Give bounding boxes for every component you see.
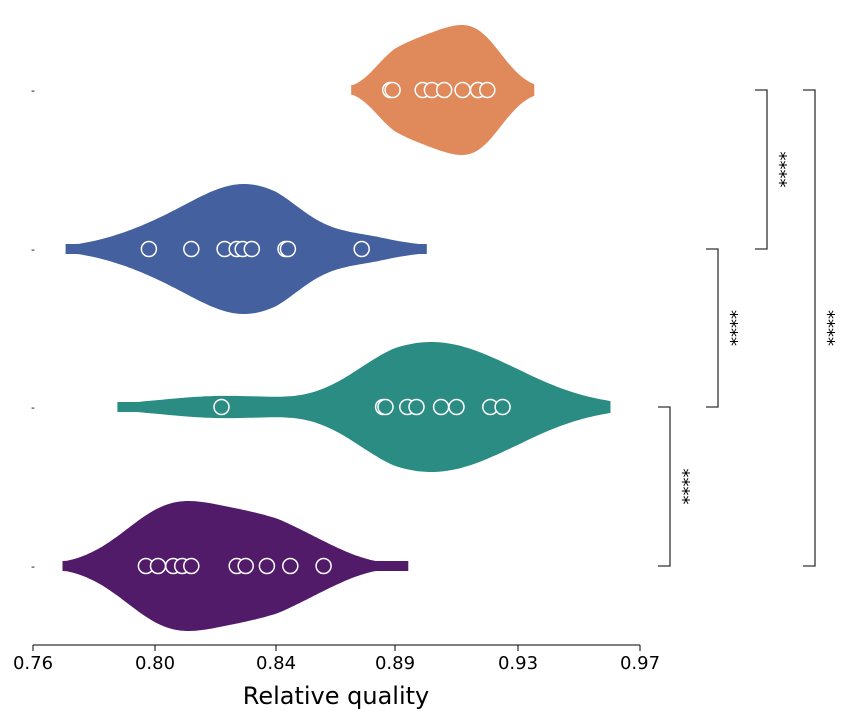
data-point-2-8 (494, 398, 511, 416)
data-point-2-6 (448, 398, 465, 416)
data-point-2-2 (377, 398, 394, 416)
violins-layer (62, 25, 611, 631)
y-tick-label-1: - (31, 243, 35, 256)
x-axis: 0.76 0.80 0.84 0.89 0.93 0.97 (13, 644, 660, 674)
y-tick-label-2: - (31, 401, 35, 414)
x-tick-label-3: 0.89 (375, 653, 415, 674)
x-tick-label-4: 0.93 (498, 653, 538, 674)
y-axis: - - - - (31, 84, 35, 573)
y-tick-label-3: - (31, 560, 35, 573)
y-tick-label-0: - (31, 84, 35, 97)
significance-label-0: **** (769, 152, 790, 188)
data-point-0-5 (454, 81, 471, 99)
data-point-0-8 (479, 81, 496, 99)
violin-2 (117, 342, 611, 472)
data-point-1-5 (243, 240, 261, 258)
data-point-1-1 (183, 240, 200, 258)
data-point-0-4 (435, 81, 453, 99)
points-layer (137, 81, 511, 575)
data-point-2-0 (213, 398, 230, 416)
data-point-1-0 (140, 240, 158, 258)
x-tick-label-1: 0.80 (135, 653, 175, 674)
significance-label-3: **** (817, 310, 838, 346)
data-point-0-1 (384, 81, 401, 99)
x-tick-label-5: 0.97 (620, 653, 660, 674)
bracket-3 (803, 89, 816, 567)
data-point-1-8 (353, 240, 370, 258)
significance-brackets: **** **** **** **** (658, 89, 838, 567)
significance-label-2: **** (672, 469, 693, 505)
x-axis-label: Relative quality (243, 682, 430, 710)
x-tick-label-2: 0.84 (256, 653, 296, 674)
significance-label-1: **** (720, 310, 741, 346)
data-point-3-4 (183, 557, 200, 575)
data-point-3-7 (258, 557, 276, 575)
data-point-3-9 (315, 557, 332, 575)
bracket-0 (755, 89, 768, 250)
data-point-3-1 (149, 557, 167, 575)
bracket-2 (658, 406, 671, 567)
data-point-3-8 (282, 557, 299, 575)
bracket-1 (706, 248, 719, 408)
data-point-2-4 (408, 398, 425, 416)
data-point-2-5 (432, 398, 450, 416)
data-point-1-7 (279, 240, 297, 258)
data-point-3-6 (237, 557, 254, 575)
x-tick-label-0: 0.76 (13, 653, 53, 674)
